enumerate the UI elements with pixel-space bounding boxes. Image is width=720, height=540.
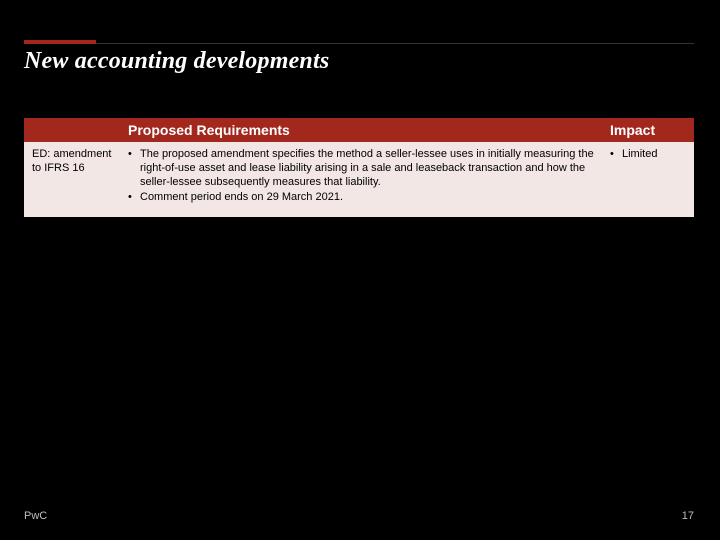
- table-header-blank: [24, 118, 120, 142]
- row-impact: Limited: [602, 142, 694, 217]
- impact-list: Limited: [610, 148, 686, 162]
- table-header-requirements: Proposed Requirements: [120, 118, 602, 142]
- title-rule: [96, 43, 694, 44]
- requirements-list: The proposed amendment specifies the met…: [128, 148, 594, 205]
- table-row: ED: amendment to IFRS 16 The proposed am…: [24, 142, 694, 217]
- footer-brand: PwC: [24, 510, 47, 522]
- content-table-wrap: Proposed Requirements Impact ED: amendme…: [24, 118, 694, 217]
- page-title: New accounting developments: [24, 48, 329, 75]
- list-item: Comment period ends on 29 March 2021.: [128, 191, 594, 205]
- list-item: The proposed amendment specifies the met…: [128, 148, 594, 189]
- list-item: Limited: [610, 148, 686, 162]
- content-table: Proposed Requirements Impact ED: amendme…: [24, 118, 694, 217]
- table-header-impact: Impact: [602, 118, 694, 142]
- page-number: 17: [682, 510, 694, 522]
- row-requirements: The proposed amendment specifies the met…: [120, 142, 602, 217]
- slide: New accounting developments Proposed Req…: [0, 0, 720, 540]
- table-header-row: Proposed Requirements Impact: [24, 118, 694, 142]
- title-rule-accent: [24, 40, 96, 44]
- row-label: ED: amendment to IFRS 16: [24, 142, 120, 217]
